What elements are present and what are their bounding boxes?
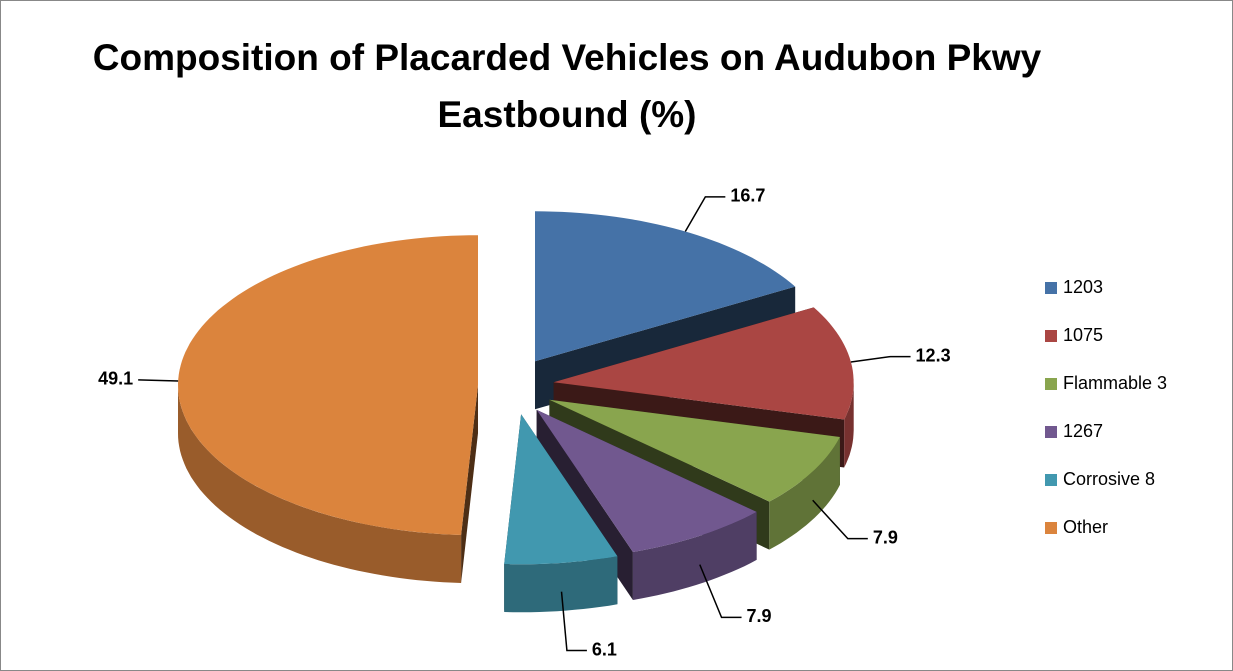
slice [178,235,478,535]
legend-swatch [1045,522,1057,534]
legend-swatch [1045,330,1057,342]
slice [549,399,840,502]
leader-line [138,379,179,382]
legend-swatch [1045,426,1057,438]
legend-label: 1075 [1063,325,1103,345]
data-label: 7.9 [873,527,898,547]
data-label: 49.1 [98,369,133,389]
slice [536,409,757,552]
legend-label: 1203 [1063,277,1103,297]
slice [504,414,618,565]
leader-line [684,196,726,232]
slice [535,211,796,362]
slice-wall [461,385,478,583]
legend-label: Flammable 3 [1063,373,1167,393]
slice [178,235,478,583]
leader-line [560,591,587,652]
slice-side [769,437,840,550]
slice-side [178,385,462,583]
leader-line [699,564,742,619]
slice [504,414,618,613]
slice-side [504,556,618,613]
leader-line [812,499,868,540]
leader-line [850,355,911,363]
legend-label: Corrosive 8 [1063,469,1155,489]
chart-title: Composition of Placarded Vehicles on Aud… [92,37,1042,135]
slice [553,307,854,420]
legend-swatch [1045,282,1057,294]
data-label: 6.1 [592,639,617,659]
data-label: 7.9 [747,606,772,626]
legend-swatch [1045,378,1057,390]
legend-label: Other [1063,517,1108,537]
legend-label: 1267 [1063,421,1103,441]
slice-side [844,382,854,468]
data-label: 16.7 [730,186,765,206]
slice-side [632,511,757,600]
legend-swatch [1045,474,1057,486]
data-label: 12.3 [916,345,951,365]
